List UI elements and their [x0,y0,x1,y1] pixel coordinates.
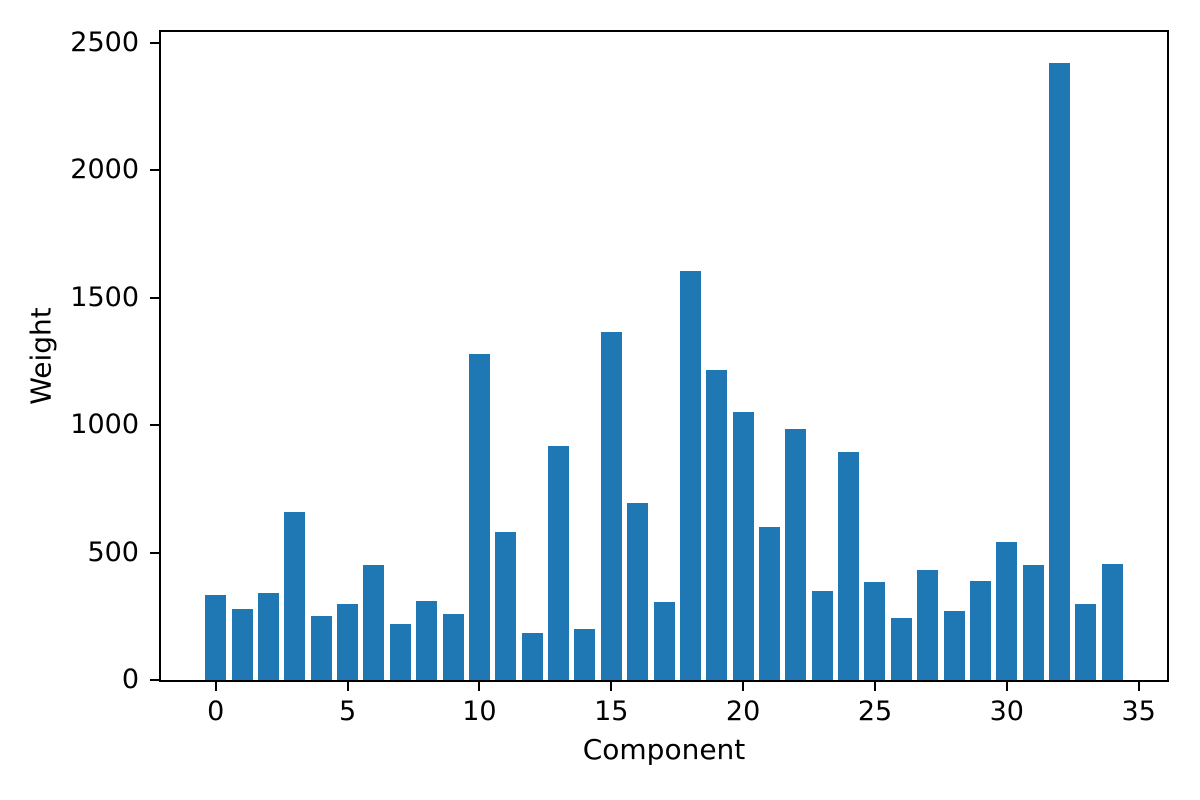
bar [679,270,701,680]
y-tick-label: 1500 [70,281,139,313]
bar [864,581,886,680]
plot-border-top [159,30,1169,32]
bar [811,590,833,680]
bar [416,601,438,680]
y-tick-mark [150,169,159,172]
y-axis-label: Weight [24,307,58,405]
x-tick-mark [214,682,217,691]
bar [890,617,912,680]
x-axis-line [159,680,1169,682]
bar [574,629,596,680]
y-tick-mark [150,41,159,44]
plot-border-left [159,30,161,682]
bar [969,580,991,680]
bar [758,527,780,680]
bar [363,565,385,680]
bar [548,445,570,680]
x-tick-mark [1137,682,1140,691]
y-tick-label: 1000 [70,409,139,441]
x-tick-label: 35 [1121,696,1156,727]
plot-border-right [1167,30,1169,682]
bar [337,603,359,680]
y-tick-label: 0 [121,664,139,695]
x-tick-label: 20 [725,696,761,727]
y-tick-label: 2500 [70,26,139,58]
y-tick-mark [150,424,159,427]
y-tick-label: 500 [87,536,139,568]
bar [284,511,306,680]
bar [785,428,807,680]
plot-area: Component 0 5 10 15 20 25 30 35 0 500 1000 1500 2000… [70,27,1169,766]
bar [706,370,728,680]
bar [257,593,279,680]
bar [653,602,675,680]
bar [205,594,227,680]
bar [468,353,490,680]
bar [310,616,332,680]
bar [521,632,543,680]
y-tick-mark [150,679,159,681]
bar [442,613,464,680]
bar [732,412,754,680]
bar [996,542,1018,680]
x-tick-mark [346,682,349,691]
y-tick-mark [150,551,159,554]
bar [1022,565,1044,680]
bar [600,332,622,680]
x-tick-label: 15 [594,696,629,727]
x-tick-mark [742,682,745,691]
bar [943,611,965,680]
x-tick-mark [874,682,876,691]
x-tick-label: 30 [989,696,1024,727]
x-axis-label: Component [582,733,746,766]
x-tick-mark [610,682,613,691]
bar [389,623,411,680]
x-tick-label: 0 [207,696,225,727]
y-tick-mark [150,296,159,299]
bar [917,570,939,680]
x-tick-label: 5 [339,696,357,727]
bar [1075,603,1097,680]
bar [495,532,517,680]
x-tick-label: 10 [462,696,497,727]
bar [231,608,253,680]
x-tick-label: 25 [857,696,893,727]
bar [838,451,860,680]
bar [627,502,649,680]
x-tick-mark [478,682,481,691]
bar [1049,63,1071,680]
bar [1101,564,1123,680]
x-tick-mark [1005,682,1008,691]
y-tick-label: 2000 [70,154,139,186]
